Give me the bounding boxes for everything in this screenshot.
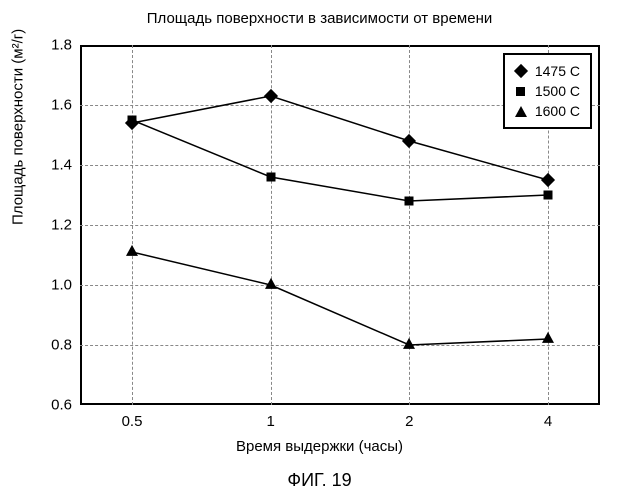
legend-label: 1600 C: [535, 103, 580, 119]
x-axis-label: Время выдержки (часы): [0, 438, 639, 455]
data-point-triangle: [265, 278, 277, 289]
x-tick-label: 2: [405, 413, 413, 430]
square-icon: [513, 83, 529, 99]
legend-label: 1475 C: [535, 63, 580, 79]
figure-caption: ФИГ. 19: [0, 470, 639, 491]
plot-area: 0.60.81.01.21.41.61.80.51241475 C1500 C1…: [80, 45, 600, 405]
data-point-square: [544, 191, 553, 200]
x-tick-label: 1: [266, 413, 274, 430]
data-point-square: [405, 197, 414, 206]
series-line: [132, 96, 548, 180]
y-axis-label: Площадь поверхности (м²/г): [10, 29, 27, 225]
data-point-triangle: [542, 332, 554, 343]
legend-label: 1500 C: [535, 83, 580, 99]
y-tick-label: 1.0: [51, 277, 72, 294]
y-tick-label: 1.2: [51, 217, 72, 234]
diamond-icon: [513, 63, 529, 79]
data-point-triangle: [403, 338, 415, 349]
data-point-square: [128, 116, 137, 125]
triangle-icon: [513, 103, 529, 119]
data-point-triangle: [126, 245, 138, 256]
x-tick-label: 0.5: [122, 413, 143, 430]
chart-title: Площадь поверхности в зависимости от вре…: [0, 10, 639, 27]
series-line: [132, 252, 548, 345]
legend-item: 1600 C: [513, 101, 580, 121]
y-tick-label: 0.8: [51, 337, 72, 354]
y-tick-label: 1.6: [51, 97, 72, 114]
y-tick-label: 0.6: [51, 397, 72, 414]
data-point-square: [266, 173, 275, 182]
series-line: [132, 120, 548, 201]
x-tick-label: 4: [544, 413, 552, 430]
y-tick-label: 1.8: [51, 37, 72, 54]
legend-item: 1475 C: [513, 61, 580, 81]
legend-item: 1500 C: [513, 81, 580, 101]
page: Площадь поверхности в зависимости от вре…: [0, 0, 639, 500]
legend: 1475 C 1500 C 1600 C: [503, 53, 592, 129]
y-tick-label: 1.4: [51, 157, 72, 174]
